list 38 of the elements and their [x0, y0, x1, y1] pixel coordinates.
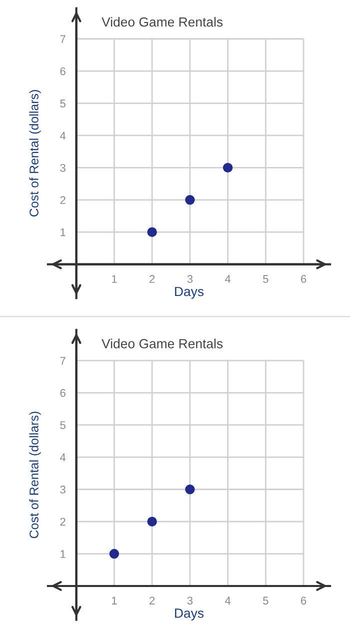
y-tick-label: 4: [60, 132, 66, 140]
y-tick-label: 6: [60, 67, 66, 76]
x-tick-label: 1: [112, 275, 117, 283]
y-tick-label: 5: [60, 421, 66, 430]
y-tick-label: 5: [60, 100, 66, 108]
point: [109, 548, 120, 559]
y-tick-label: 4: [60, 454, 66, 462]
y-tick-label: 7: [60, 356, 66, 365]
y-tick-label: 2: [60, 518, 66, 526]
x-tick-label: 6: [301, 275, 306, 283]
x-tick-label: 2: [150, 275, 155, 283]
x-tick-label: 4: [224, 596, 231, 604]
x-tick-label: 3: [187, 596, 193, 605]
point: [222, 162, 233, 173]
y-tick-label: 1: [60, 228, 66, 236]
x-axis-title: Days: [175, 608, 204, 620]
point: [185, 195, 195, 205]
x-tick-label: 1: [112, 596, 117, 604]
x-axis-title: Days: [175, 286, 204, 299]
y-tick-label: 7: [60, 35, 66, 43]
text: Video Game Rentals: [102, 338, 223, 348]
y-axis-title: Cost of Rental (dollars): [29, 412, 41, 538]
x-tick-label: 2: [150, 596, 155, 604]
x-tick-label: 5: [263, 596, 268, 605]
x-tick-label: 5: [263, 275, 268, 283]
point: [185, 484, 195, 494]
text: Video Game Rentals: [102, 16, 223, 27]
point: [147, 516, 157, 526]
y-tick-label: 6: [60, 389, 66, 397]
x-tick-label: 4: [224, 275, 231, 283]
x-tick-label: 3: [187, 275, 193, 283]
y-tick-label: 3: [60, 164, 66, 172]
y-tick-label: 2: [60, 196, 66, 204]
y-axis-title: Cost of Rental (dollars): [29, 90, 41, 216]
point: [147, 227, 157, 237]
y-tick-label: 1: [60, 550, 66, 558]
y-tick-label: 3: [60, 486, 66, 494]
x-tick-label: 6: [301, 596, 306, 605]
